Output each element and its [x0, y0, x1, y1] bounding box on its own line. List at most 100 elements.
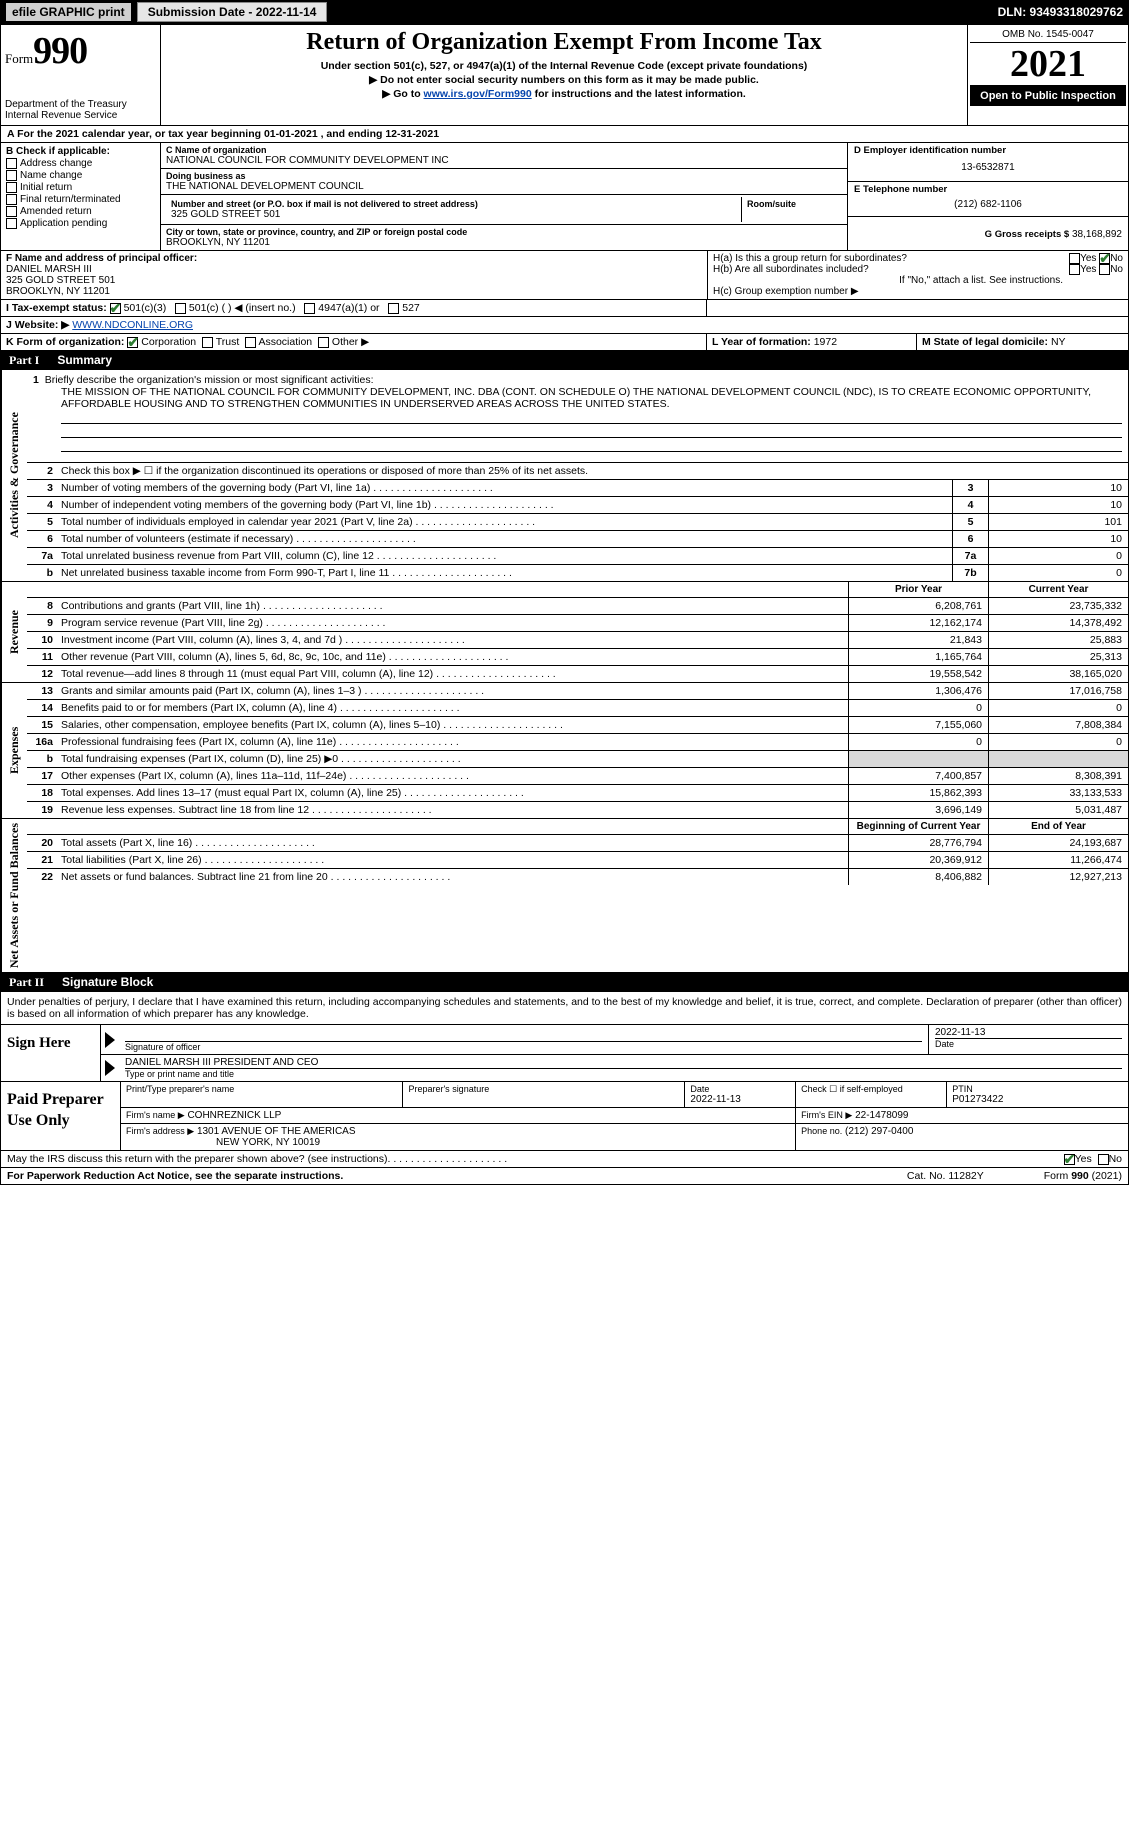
checkbox-icon[interactable]	[202, 337, 213, 348]
current-year-value: 23,735,332	[988, 598, 1128, 614]
org-name-label: C Name of organization	[166, 145, 842, 155]
line-desc: Total expenses. Add lines 13–17 (must eq…	[57, 785, 848, 801]
current-year-value: 25,313	[988, 649, 1128, 665]
tax-status-label: I Tax-exempt status:	[6, 302, 107, 314]
checkbox-checked-icon[interactable]	[110, 303, 121, 314]
form-title: Return of Organization Exempt From Incom…	[169, 29, 959, 56]
self-employed-check: Check ☐ if self-employed	[801, 1084, 941, 1095]
prior-year-value: 0	[848, 700, 988, 716]
line-number: 22	[27, 869, 57, 885]
print-name-label: Print/Type preparer's name	[126, 1084, 397, 1094]
revenue-section: Revenue Prior Year Current Year 8Contrib…	[1, 582, 1128, 683]
header-right: OMB No. 1545-0047 2021 Open to Public In…	[968, 25, 1128, 125]
summary-row: 13Grants and similar amounts paid (Part …	[27, 683, 1128, 700]
summary-row: 18Total expenses. Add lines 13–17 (must …	[27, 785, 1128, 802]
check-address-change: Address change	[6, 158, 155, 169]
summary-row: 10Investment income (Part VIII, column (…	[27, 632, 1128, 649]
current-year-value: 17,016,758	[988, 683, 1128, 699]
line-desc: Net unrelated business taxable income fr…	[57, 565, 952, 581]
side-label-ag: Activities & Governance	[1, 370, 27, 581]
checkbox-icon[interactable]	[1069, 264, 1080, 275]
checkbox-icon[interactable]	[6, 206, 17, 217]
state-domicile-label: M State of legal domicile:	[922, 336, 1051, 348]
begin-year-header: Beginning of Current Year	[848, 819, 988, 834]
net-year-headers: Beginning of Current Year End of Year	[27, 819, 1128, 835]
line-desc: Program service revenue (Part VIII, line…	[57, 615, 848, 631]
line-desc: Number of voting members of the governin…	[57, 480, 952, 496]
sign-here-block: Sign Here Signature of officer 2022-11-1…	[1, 1025, 1128, 1082]
addr-label: Number and street (or P.O. box if mail i…	[171, 199, 736, 209]
signature-intro: Under penalties of perjury, I declare th…	[1, 992, 1128, 1025]
discuss-row: May the IRS discuss this return with the…	[1, 1151, 1128, 1168]
checkbox-checked-icon[interactable]	[1099, 253, 1110, 264]
paperwork-notice: For Paperwork Reduction Act Notice, see …	[7, 1170, 343, 1182]
line-desc: Salaries, other compensation, employee b…	[57, 717, 848, 733]
expenses-section: Expenses 13Grants and similar amounts pa…	[1, 683, 1128, 819]
submission-date-button[interactable]: Submission Date - 2022-11-14	[137, 2, 328, 22]
line-number: 20	[27, 835, 57, 851]
summary-row: 6Total number of volunteers (estimate if…	[27, 531, 1128, 548]
checkbox-icon[interactable]	[6, 158, 17, 169]
firm-addr-label: Firm's address ▶	[126, 1126, 194, 1136]
blank-line	[61, 424, 1122, 438]
block-h: H(a) Is this a group return for subordin…	[708, 251, 1128, 299]
website-link[interactable]: WWW.NDCONLINE.ORG	[72, 319, 193, 331]
line-box: 7b	[952, 565, 988, 581]
summary-row: 14Benefits paid to or for members (Part …	[27, 700, 1128, 717]
check-application-pending: Application pending	[6, 218, 155, 229]
summary-row: 22Net assets or fund balances. Subtract …	[27, 869, 1128, 885]
line-desc: Other expenses (Part IX, column (A), lin…	[57, 768, 848, 784]
side-label-revenue: Revenue	[1, 582, 27, 682]
checkbox-icon[interactable]	[175, 303, 186, 314]
net-assets-section: Net Assets or Fund Balances Beginning of…	[1, 819, 1128, 973]
year-formation-label: L Year of formation:	[712, 336, 814, 348]
prep-sig-label: Preparer's signature	[408, 1084, 679, 1094]
irs-label: Internal Revenue Service	[5, 110, 156, 121]
checkbox-icon[interactable]	[304, 303, 315, 314]
website-label: J Website: ▶	[6, 319, 69, 331]
form-org-label: K Form of organization:	[6, 336, 124, 348]
checkbox-icon[interactable]	[6, 218, 17, 229]
checkbox-icon[interactable]	[6, 170, 17, 181]
prior-year-value: 8,406,882	[848, 869, 988, 885]
line-box: 6	[952, 531, 988, 547]
prior-year-value: 21,843	[848, 632, 988, 648]
prior-year-value	[848, 751, 988, 767]
checkbox-checked-icon[interactable]	[1064, 1154, 1075, 1165]
side-label-net: Net Assets or Fund Balances	[1, 819, 27, 972]
checkbox-icon[interactable]	[6, 194, 17, 205]
checkbox-icon[interactable]	[1099, 264, 1110, 275]
end-year-header: End of Year	[988, 819, 1128, 834]
officer-name-title: DANIEL MARSH III PRESIDENT AND CEO	[125, 1057, 1122, 1068]
checkbox-icon[interactable]	[1098, 1154, 1109, 1165]
irs-link[interactable]: www.irs.gov/Form990	[424, 88, 532, 100]
line-number: 10	[27, 632, 57, 648]
summary-row: 5Total number of individuals employed in…	[27, 514, 1128, 531]
prior-year-header: Prior Year	[848, 582, 988, 597]
activities-governance-section: Activities & Governance 1 Briefly descri…	[1, 370, 1128, 582]
dept-treasury: Department of the Treasury	[5, 99, 156, 110]
part-1-header: Part I Summary	[1, 351, 1128, 370]
blank-line	[61, 438, 1122, 452]
line-desc: Total liabilities (Part X, line 26)	[57, 852, 848, 868]
checkbox-icon[interactable]	[388, 303, 399, 314]
checkbox-icon[interactable]	[6, 182, 17, 193]
block-i-row: I Tax-exempt status: 501(c)(3) 501(c) ( …	[1, 300, 1128, 317]
line-number: 17	[27, 768, 57, 784]
line-number: 8	[27, 598, 57, 614]
date-label: Date	[935, 1038, 1122, 1049]
year-formation: 1972	[814, 336, 837, 348]
checkbox-icon[interactable]	[318, 337, 329, 348]
line-number: 7a	[27, 548, 57, 564]
current-year-header: Current Year	[988, 582, 1128, 597]
efile-label: efile GRAPHIC print	[6, 3, 131, 21]
firm-addr1: 1301 AVENUE OF THE AMERICAS	[197, 1126, 356, 1137]
addr-value: 325 GOLD STREET 501	[171, 209, 736, 220]
prior-year-value: 15,862,393	[848, 785, 988, 801]
checkbox-icon[interactable]	[245, 337, 256, 348]
checkbox-icon[interactable]	[1069, 253, 1080, 264]
line-desc: Total unrelated business revenue from Pa…	[57, 548, 952, 564]
sign-here-label: Sign Here	[1, 1025, 101, 1081]
checkbox-checked-icon[interactable]	[127, 337, 138, 348]
arrow-icon	[101, 1025, 119, 1054]
